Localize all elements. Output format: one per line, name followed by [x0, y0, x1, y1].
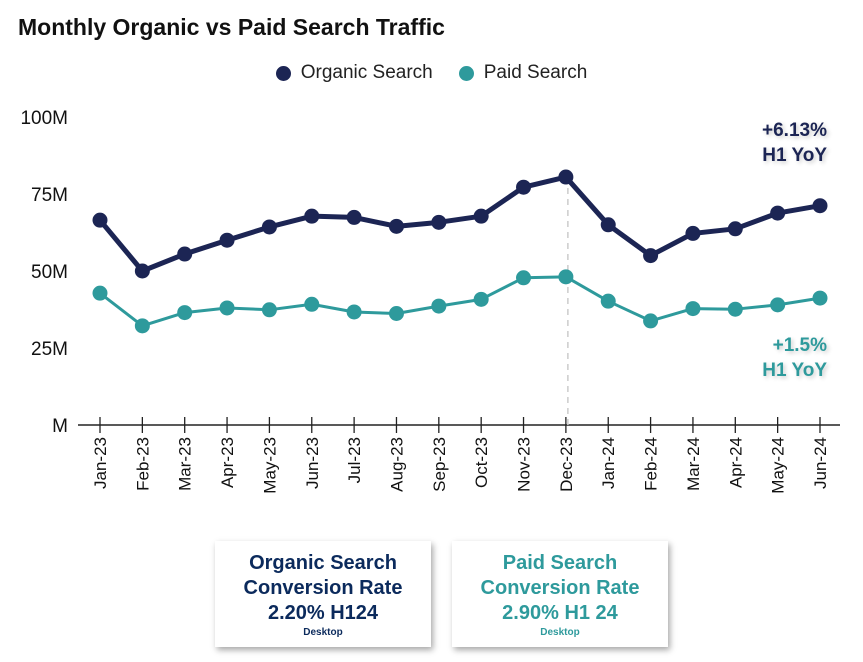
x-tick-label: Oct-23 — [472, 437, 491, 488]
card-line1: Paid Search — [502, 552, 618, 574]
paid-conversion-card: Paid Search Conversion Rate 2.90% H1 24 De… — [452, 541, 668, 647]
data-point-organic — [770, 205, 786, 221]
y-tick-label: M — [52, 416, 68, 437]
data-point-organic — [685, 225, 701, 241]
x-tick-label: Jun-24 — [811, 437, 830, 489]
series-line-paid — [99, 275, 821, 328]
data-point-paid — [134, 318, 150, 334]
data-point-organic — [219, 232, 235, 248]
x-tick-label: Apr-23 — [218, 437, 237, 488]
data-point-paid — [558, 269, 574, 285]
legend-label-paid: Paid Search — [483, 62, 588, 83]
x-tick-label: Mar-24 — [684, 437, 703, 491]
x-tick-label: May-24 — [769, 437, 788, 494]
x-tick-label: Sep-23 — [430, 437, 449, 492]
organic-marker-icon — [275, 65, 291, 81]
data-point-organic — [177, 246, 193, 262]
line-chart: M 25M 50M 75M 100M Jan-23 Feb-23 Mar-23 Apr-23 Ma… — [20, 108, 840, 494]
data-point-organic — [473, 208, 489, 224]
x-tick-label: Dec-23 — [557, 437, 576, 492]
paid-yoy-annotation: +1.5% H1 YoY — [700, 333, 827, 383]
data-point-paid — [473, 291, 489, 307]
data-point-organic — [261, 219, 277, 235]
card-value: 2.20% H124 — [267, 602, 379, 624]
data-point-organic — [431, 214, 447, 230]
x-tick-label: Jun-23 — [303, 437, 322, 489]
card-line2: Conversion Rate — [243, 577, 403, 599]
data-point-paid — [685, 301, 701, 317]
legend-label-organic: Organic Search — [300, 62, 433, 83]
y-tick-label: 50M — [31, 262, 68, 283]
data-point-paid — [92, 285, 108, 301]
x-tick-label: Nov-23 — [515, 437, 534, 492]
card-sub: Desktop — [303, 627, 343, 638]
data-point-organic — [727, 221, 743, 237]
data-point-paid — [219, 300, 235, 316]
x-tick-label: Jan-23 — [91, 437, 110, 489]
data-point-organic — [600, 217, 616, 233]
data-point-organic — [346, 209, 362, 225]
chart-title: Monthly Organic vs Paid Search Traffic — [18, 14, 445, 40]
paid-yoy-label: H1 YoY — [762, 360, 827, 381]
organic-conversion-card: Organic Search Conversion Rate 2.20% H124 … — [215, 541, 431, 647]
y-tick-label: 75M — [31, 185, 68, 206]
series-line-organic — [98, 174, 821, 274]
y-tick-label: 100M — [20, 108, 68, 129]
data-point-paid — [304, 296, 320, 312]
data-point-paid — [177, 305, 193, 321]
data-point-paid — [770, 297, 786, 313]
legend-item-paid: Paid Search — [458, 62, 588, 84]
data-point-organic — [134, 263, 150, 279]
organic-yoy-label: H1 YoY — [762, 145, 827, 166]
data-point-paid — [516, 270, 532, 286]
x-tick-label: May-23 — [260, 437, 279, 494]
data-point-paid — [388, 306, 404, 322]
card-sub: Desktop — [540, 627, 580, 638]
data-point-organic — [643, 248, 659, 264]
x-tick-label: Jan-24 — [599, 437, 618, 489]
data-point-paid — [727, 301, 743, 317]
data-point-organic — [92, 212, 108, 228]
legend-item-organic: Organic Search — [275, 62, 433, 84]
x-tick-label: Jul-23 — [345, 437, 364, 483]
card-value: 2.90% H1 24 — [502, 602, 618, 624]
data-point-paid — [643, 313, 659, 329]
data-point-organic — [516, 179, 532, 195]
data-point-paid — [812, 290, 828, 306]
data-point-organic — [388, 218, 404, 234]
data-point-paid — [600, 293, 616, 309]
data-point-organic — [558, 169, 574, 185]
x-tick-label: Mar-23 — [176, 437, 195, 491]
organic-yoy-annotation: +6.13% H1 YoY — [700, 118, 827, 168]
x-tick-label: Feb-23 — [133, 437, 152, 491]
paid-yoy-value: +1.5% — [772, 335, 827, 356]
x-tick-label: Feb-24 — [642, 437, 661, 491]
legend: Organic Search Paid Search — [0, 62, 863, 84]
x-tick-label: Aug-23 — [387, 437, 406, 492]
data-point-paid — [431, 298, 447, 314]
data-point-organic — [812, 198, 828, 214]
x-tick-label: Apr-24 — [726, 437, 745, 488]
organic-yoy-value: +6.13% — [762, 120, 827, 141]
paid-marker-icon — [458, 65, 474, 81]
data-point-paid — [261, 302, 277, 318]
card-line1: Organic Search — [249, 552, 397, 574]
data-point-organic — [304, 208, 320, 224]
data-point-paid — [346, 304, 362, 320]
y-tick-label: 25M — [31, 339, 68, 360]
card-line2: Conversion Rate — [480, 577, 640, 599]
